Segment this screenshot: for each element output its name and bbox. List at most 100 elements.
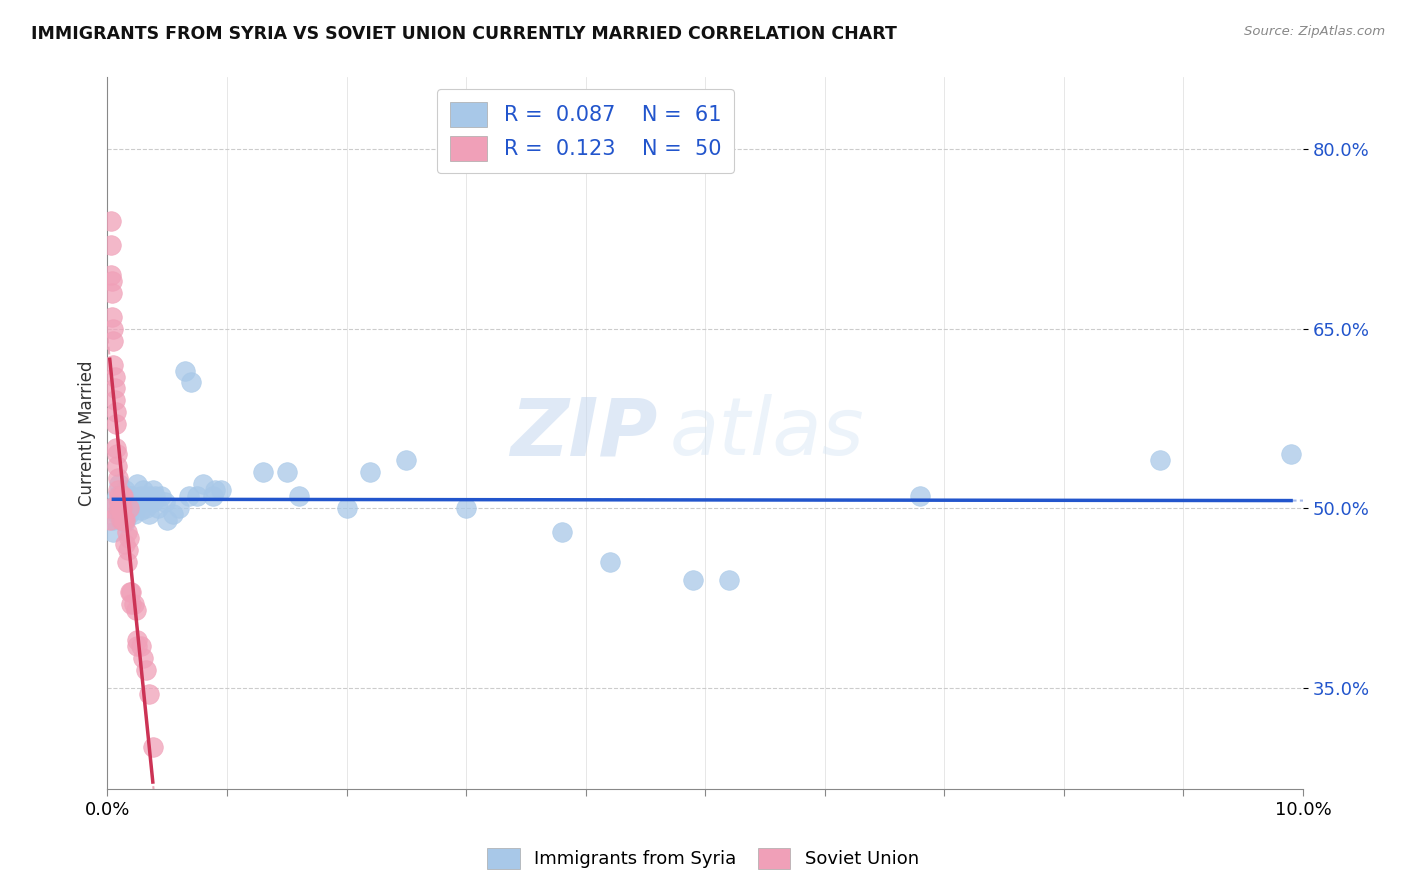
Point [127, 477, 149, 491]
Point [110, 503, 132, 517]
Point [138, 489, 160, 503]
Point [112, 513, 135, 527]
Point [129, 503, 152, 517]
Point [335, 501, 357, 516]
Point [108, 501, 131, 516]
Text: IMMIGRANTS FROM SYRIA VS SOVIET UNION CURRENTLY MARRIED CORRELATION CHART: IMMIGRANTS FROM SYRIA VS SOVIET UNION CU… [31, 25, 897, 43]
Point [1149, 453, 1171, 467]
Point [103, 321, 125, 335]
Point [111, 513, 134, 527]
Point [682, 573, 704, 587]
Point [127, 495, 149, 509]
Point [100, 268, 122, 282]
Point [114, 503, 136, 517]
Point [103, 382, 125, 396]
Point [100, 238, 122, 252]
Point [180, 376, 202, 390]
Point [132, 495, 155, 509]
Point [115, 555, 138, 569]
Point [108, 495, 131, 509]
Point [120, 489, 142, 503]
Point [118, 501, 141, 516]
Point [252, 465, 274, 479]
Point [143, 489, 166, 503]
Point [103, 369, 125, 384]
Point [108, 507, 131, 521]
Point [174, 363, 197, 377]
Point [101, 310, 124, 324]
Point [551, 524, 574, 539]
Point [359, 465, 381, 479]
Point [153, 495, 176, 509]
Y-axis label: Currently Married: Currently Married [79, 360, 96, 506]
Point [122, 507, 145, 521]
Point [167, 501, 190, 516]
Point [103, 524, 125, 539]
Point [107, 471, 129, 485]
Point [104, 417, 127, 432]
Point [135, 663, 157, 677]
Legend: R =  0.087    N =  61, R =  0.123    N =  50: R = 0.087 N = 61, R = 0.123 N = 50 [437, 89, 734, 173]
Point [103, 393, 125, 408]
Point [105, 447, 128, 461]
Point [122, 597, 145, 611]
Point [120, 597, 142, 611]
Point [105, 459, 128, 474]
Point [110, 513, 132, 527]
Point [146, 501, 169, 516]
Point [132, 483, 155, 497]
Point [103, 513, 125, 527]
Point [142, 740, 165, 755]
Point [1279, 447, 1302, 461]
Point [100, 214, 122, 228]
Point [108, 489, 131, 503]
Point [105, 489, 128, 503]
Point [111, 513, 134, 527]
Point [156, 513, 179, 527]
Point [138, 507, 160, 521]
Point [162, 507, 184, 521]
Point [276, 465, 298, 479]
Point [129, 639, 152, 653]
Point [118, 531, 141, 545]
Point [120, 503, 142, 517]
Point [129, 489, 152, 503]
Point [718, 573, 741, 587]
Point [122, 495, 145, 509]
Point [395, 453, 418, 467]
Point [114, 495, 136, 509]
Point [599, 555, 621, 569]
Point [191, 477, 214, 491]
Point [186, 489, 208, 503]
Point [454, 501, 477, 516]
Point [127, 639, 149, 653]
Point [118, 489, 141, 503]
Point [111, 501, 134, 516]
Point [118, 507, 141, 521]
Point [135, 501, 157, 516]
Point [287, 489, 309, 503]
Point [142, 495, 165, 509]
Point [177, 489, 200, 503]
Point [101, 274, 124, 288]
Text: ZIP: ZIP [510, 394, 658, 473]
Point [103, 334, 125, 348]
Point [105, 507, 128, 521]
Point [107, 483, 129, 497]
Point [150, 489, 173, 503]
Point [98, 513, 121, 527]
Point [111, 489, 134, 503]
Point [132, 650, 155, 665]
Point [125, 603, 148, 617]
Point [201, 489, 224, 503]
Point [104, 405, 127, 419]
Point [101, 285, 124, 300]
Point [117, 543, 139, 558]
Point [120, 584, 142, 599]
Point [114, 516, 136, 530]
Point [114, 483, 136, 497]
Point [114, 513, 136, 527]
Point [103, 358, 125, 372]
Point [98, 501, 121, 516]
Point [120, 584, 142, 599]
